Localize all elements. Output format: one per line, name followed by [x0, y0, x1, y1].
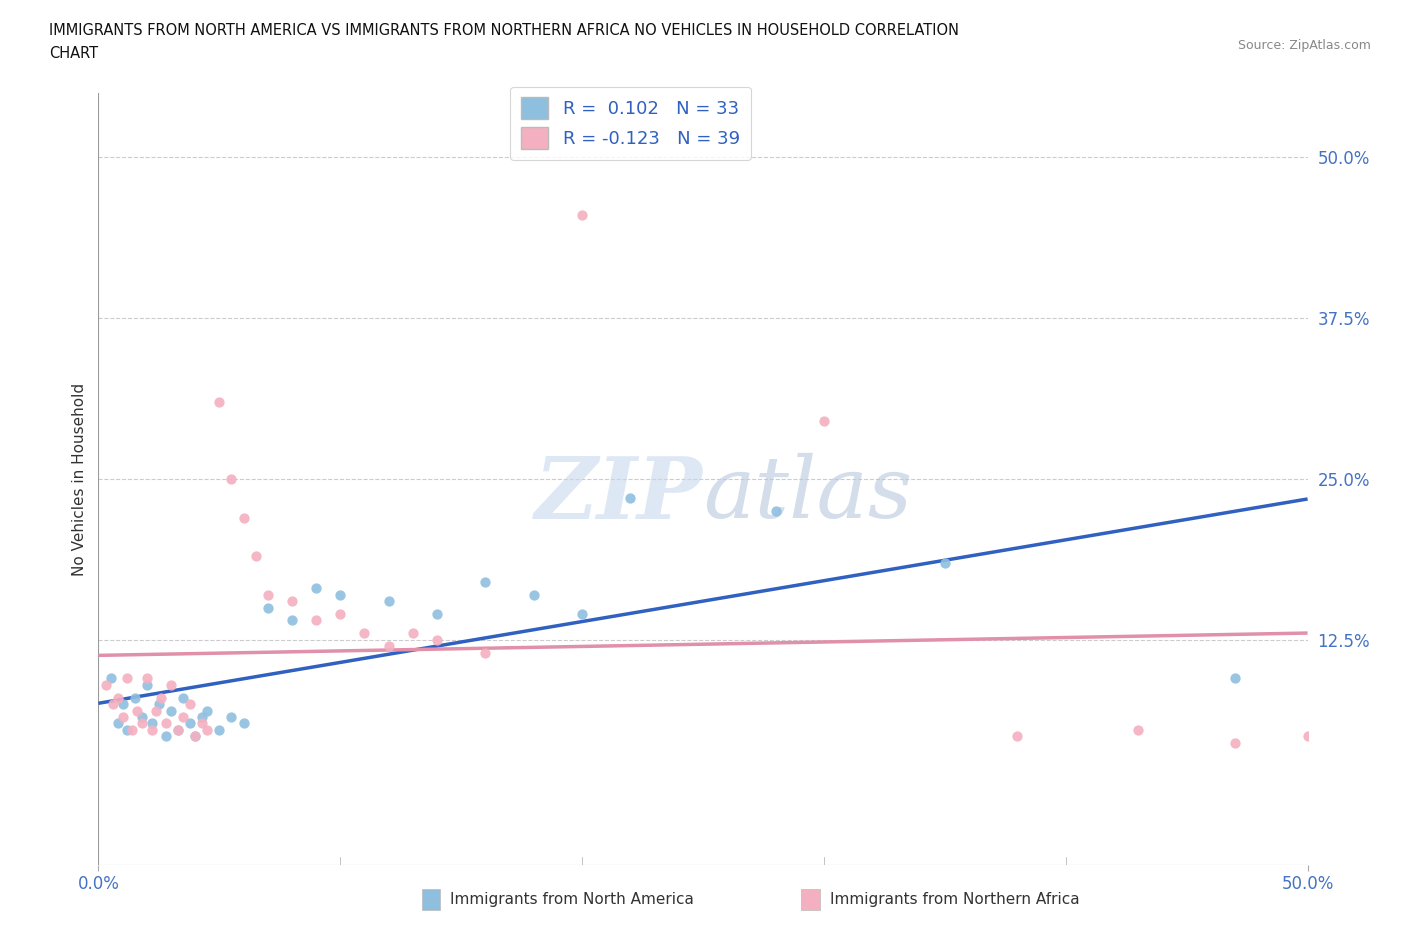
- Point: [160, 703, 183, 718]
- Point: [141, 716, 163, 731]
- Point: [184, 729, 207, 744]
- Text: Source: ZipAtlas.com: Source: ZipAtlas.com: [1237, 39, 1371, 52]
- Point: [245, 549, 267, 564]
- Point: [256, 600, 278, 615]
- Point: [184, 729, 207, 744]
- Point: [135, 677, 157, 692]
- Point: [232, 511, 254, 525]
- Point: [127, 703, 149, 718]
- Point: [426, 606, 449, 621]
- Point: [131, 710, 153, 724]
- Point: [172, 690, 194, 705]
- Point: [305, 581, 328, 596]
- Point: [402, 626, 425, 641]
- Point: [107, 716, 129, 731]
- Text: atlas: atlas: [703, 453, 912, 536]
- Point: [426, 632, 449, 647]
- Point: [305, 613, 328, 628]
- Text: IMMIGRANTS FROM NORTH AMERICA VS IMMIGRANTS FROM NORTHERN AFRICA NO VEHICLES IN : IMMIGRANTS FROM NORTH AMERICA VS IMMIGRA…: [49, 23, 959, 38]
- Point: [329, 606, 352, 621]
- Point: [111, 710, 134, 724]
- Point: [523, 588, 546, 603]
- Point: [155, 716, 177, 731]
- Point: [195, 723, 218, 737]
- Point: [377, 593, 399, 608]
- Point: [1223, 736, 1246, 751]
- Point: [281, 593, 304, 608]
- Point: [179, 697, 201, 711]
- Point: [934, 555, 956, 570]
- Point: [100, 671, 122, 685]
- Point: [1296, 729, 1319, 744]
- Point: [107, 690, 129, 705]
- Point: [232, 716, 254, 731]
- Point: [135, 671, 157, 685]
- Point: [208, 394, 231, 409]
- Point: [474, 645, 496, 660]
- Point: [117, 723, 139, 737]
- Point: [148, 697, 170, 711]
- Point: [117, 671, 139, 685]
- Point: [208, 723, 231, 737]
- Point: [150, 690, 173, 705]
- Point: [221, 710, 243, 724]
- Point: [94, 677, 117, 692]
- Point: [765, 504, 787, 519]
- Point: [145, 703, 167, 718]
- Point: [813, 414, 835, 429]
- Point: [195, 703, 218, 718]
- Point: [221, 472, 243, 486]
- Point: [167, 723, 190, 737]
- Point: [167, 723, 190, 737]
- Text: CHART: CHART: [49, 46, 98, 61]
- Text: Immigrants from Northern Africa: Immigrants from Northern Africa: [830, 892, 1080, 907]
- Point: [131, 716, 153, 731]
- Y-axis label: No Vehicles in Household: No Vehicles in Household: [72, 382, 87, 576]
- Point: [191, 710, 214, 724]
- Point: [111, 697, 134, 711]
- Point: [571, 207, 593, 222]
- Point: [619, 491, 641, 506]
- Point: [101, 697, 124, 711]
- Point: [1128, 723, 1150, 737]
- Point: [1007, 729, 1029, 744]
- Point: [1223, 671, 1246, 685]
- Point: [191, 716, 214, 731]
- Point: [160, 677, 183, 692]
- Point: [121, 723, 143, 737]
- Point: [571, 606, 593, 621]
- Point: [141, 723, 163, 737]
- Text: Immigrants from North America: Immigrants from North America: [450, 892, 693, 907]
- Point: [124, 690, 146, 705]
- Point: [281, 613, 304, 628]
- Point: [329, 588, 352, 603]
- Legend: R =  0.102   N = 33, R = -0.123   N = 39: R = 0.102 N = 33, R = -0.123 N = 39: [510, 86, 751, 160]
- Text: ZIP: ZIP: [536, 453, 703, 536]
- Point: [474, 575, 496, 590]
- Point: [172, 710, 194, 724]
- Point: [179, 716, 201, 731]
- Point: [353, 626, 375, 641]
- Point: [377, 639, 399, 654]
- Point: [155, 729, 177, 744]
- Point: [256, 588, 278, 603]
